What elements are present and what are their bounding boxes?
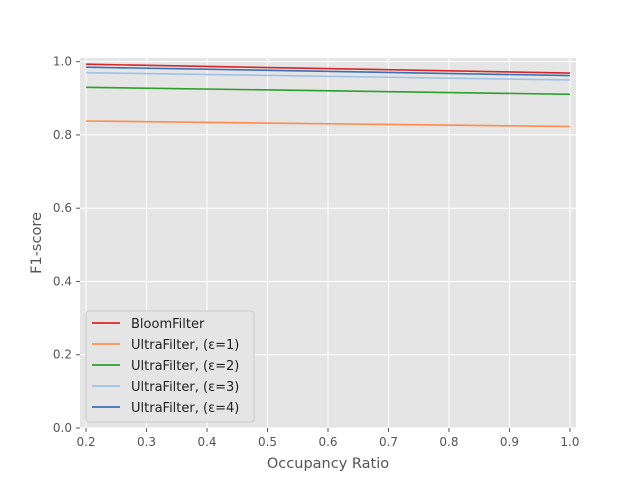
x-tick-label: 0.6: [318, 435, 337, 449]
series-line-2: [86, 120, 570, 128]
x-tick-label: 0.8: [439, 435, 458, 449]
legend-box: [85, 310, 255, 423]
grid: [80, 58, 576, 429]
legend-label-5: UltraFilter, (ε=4): [131, 401, 239, 416]
x-tick-label: 0.4: [197, 435, 216, 449]
series-line-5: [86, 66, 570, 77]
legend: BloomFilter UltraFilter, (ε=1) UltraFilter…: [85, 310, 255, 423]
y-tick-label: 0.0: [53, 421, 72, 435]
x-tick-label: 0.9: [500, 435, 519, 449]
legend-label-1: BloomFilter: [131, 317, 205, 332]
series-line-3: [86, 86, 570, 96]
y-tick-label: 0.6: [53, 201, 72, 215]
legend-label-3: UltraFilter, (ε=2): [131, 359, 239, 374]
series-line-4: [86, 71, 570, 81]
legend-label-4: UltraFilter, (ε=3): [131, 380, 239, 395]
legend-label-2: UltraFilter, (ε=1): [131, 338, 239, 353]
y-axis-label: F1-score: [29, 212, 45, 274]
series-line-1: [86, 63, 570, 74]
y-tick-label: 0.2: [53, 348, 72, 362]
ticks: 0.2 0.3 0.4 0.5 0.6 0.7 0.8 0.9 1.0 0.0 0.2 0.4 0.6 0…: [53, 55, 580, 449]
x-axis-label: Occupancy Ratio: [267, 456, 389, 472]
y-tick-label: 0.8: [53, 128, 72, 142]
y-tick-label: 0.4: [53, 274, 72, 288]
x-tick-label: 0.7: [379, 435, 398, 449]
x-tick-label: 0.3: [137, 435, 156, 449]
x-tick-label: 1.0: [560, 435, 579, 449]
series-lines: [86, 63, 570, 128]
x-tick-label: 0.5: [258, 435, 277, 449]
y-tick-label: 1.0: [53, 55, 72, 69]
x-tick-label: 0.2: [77, 435, 96, 449]
